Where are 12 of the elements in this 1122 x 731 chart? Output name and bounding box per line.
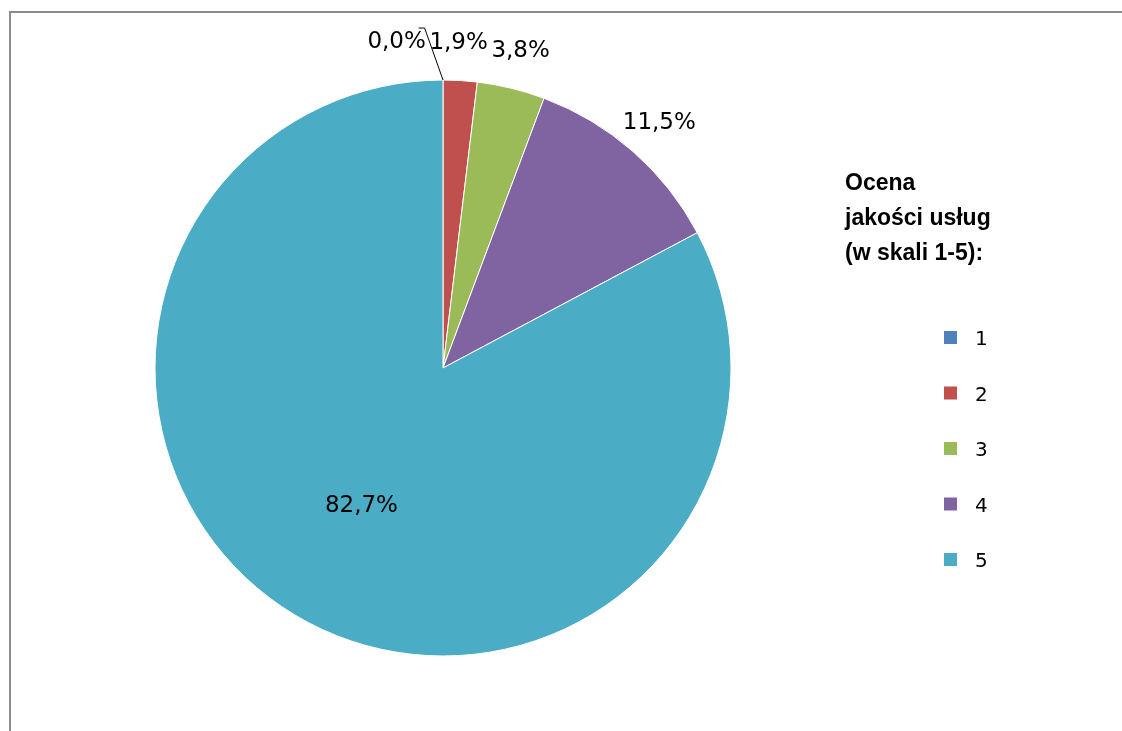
legend-label: 3 [975,437,988,461]
legend-title: Ocena jakości usług (w skali 1-5): [844,169,991,265]
data-label: 11,5% [622,108,696,135]
pie-slice [154,79,732,657]
legend-label: 4 [975,492,988,517]
legend-label: 2 [975,381,988,406]
data-label: 82,7% [324,490,398,517]
text: 0,0% [367,27,426,53]
legend-label: 1 [975,326,988,350]
data-label: 3,8% [491,36,550,63]
data-label: 1,9% [429,27,488,54]
legend-label: 5 [975,548,988,572]
